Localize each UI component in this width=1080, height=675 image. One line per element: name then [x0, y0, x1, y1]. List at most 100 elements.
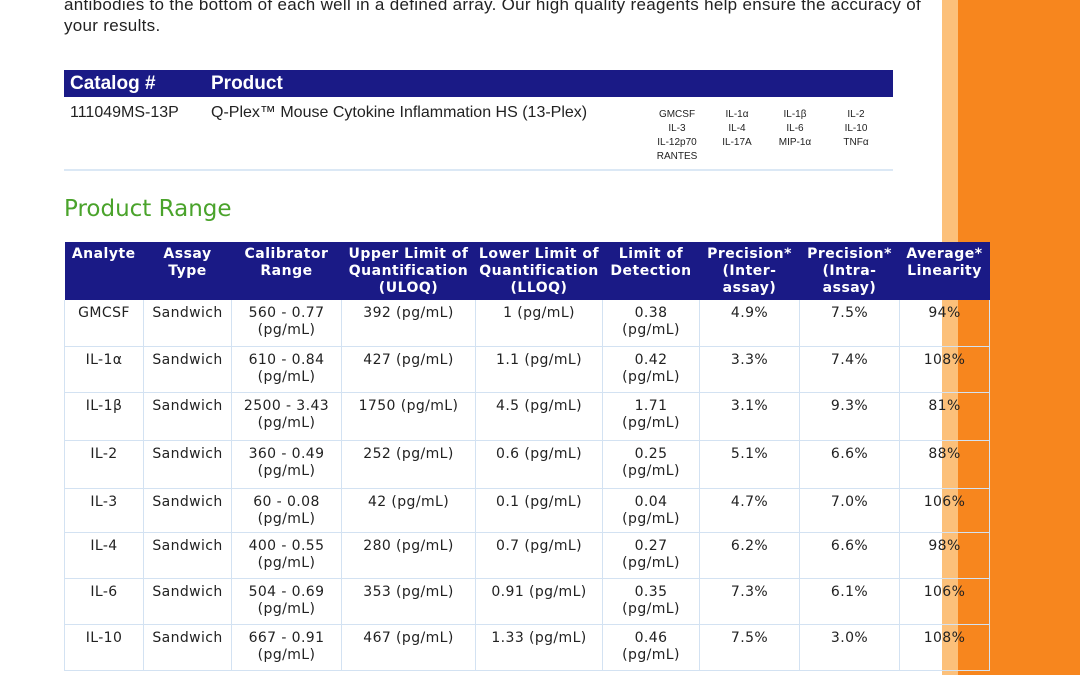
table-cell: 6.2% — [699, 532, 800, 579]
intro-paragraph: antibodies to the bottom of each well in… — [64, 0, 922, 35]
table-cell: 2500 - 3.43 (pg/mL) — [231, 392, 342, 441]
table-cell: 1 (pg/mL) — [475, 300, 603, 347]
section-title-product-range: Product Range — [64, 196, 232, 222]
table-cell: IL-3 — [64, 488, 144, 533]
table-cell: 280 (pg/mL) — [341, 532, 476, 579]
table-cell: 9.3% — [799, 392, 900, 441]
table-cell: IL-4 — [64, 532, 144, 579]
table-cell: 88% — [899, 440, 990, 489]
table-cell: Sandwich — [143, 624, 232, 671]
table-cell: 3.0% — [799, 624, 900, 671]
table-cell: 106% — [899, 578, 990, 625]
table-cell: 4.7% — [699, 488, 800, 533]
analyte-name: IL-3 — [668, 123, 686, 134]
table-cell: Sandwich — [143, 578, 232, 625]
analyte-name: IL-2 — [847, 109, 865, 120]
table-cell: 7.4% — [799, 346, 900, 393]
table-cell: 504 - 0.69 (pg/mL) — [231, 578, 342, 625]
table-cell: Sandwich — [143, 532, 232, 579]
table-row: IL-4 Sandwich 400 - 0.55 (pg/mL) 280 (pg/mL… — [64, 532, 990, 579]
catalog-number: 111049MS-13P — [70, 104, 179, 121]
table-cell: 353 (pg/mL) — [341, 578, 476, 625]
table-cell: 0.46 (pg/mL) — [602, 624, 700, 671]
analyte-name: IL-6 — [786, 123, 804, 134]
table-cell: 81% — [899, 392, 990, 441]
analyte-column: IL-1α IL-4 IL-17A — [707, 108, 767, 150]
table-cell: IL-2 — [64, 440, 144, 489]
analyte-name: IL-10 — [844, 123, 868, 134]
table-row: IL-1α Sandwich 610 - 0.84 (pg/mL) 427 (pg/m… — [64, 346, 990, 393]
column-header: Limit of Detection — [602, 242, 700, 300]
column-header: Average* Linearity — [899, 242, 990, 300]
document-page: antibodies to the bottom of each well in… — [64, 0, 990, 671]
catalog-table-header: Catalog # Product — [64, 70, 893, 97]
table-cell: 0.38 (pg/mL) — [602, 300, 700, 347]
table-cell: 1.33 (pg/mL) — [475, 624, 603, 671]
table-cell: 6.1% — [799, 578, 900, 625]
table-cell: 5.1% — [699, 440, 800, 489]
table-cell: Sandwich — [143, 346, 232, 393]
table-row: IL-1β Sandwich 2500 - 3.43 (pg/mL) 1750 (pg… — [64, 392, 990, 441]
table-cell: 7.0% — [799, 488, 900, 533]
table-cell: 108% — [899, 624, 990, 671]
catalog-row: 111049MS-13P Q-Plex™ Mouse Cytokine Infl… — [64, 97, 893, 171]
table-cell: 60 - 0.08 (pg/mL) — [231, 488, 342, 533]
table-cell: 360 - 0.49 (pg/mL) — [231, 440, 342, 489]
column-header: Precision* (Inter-assay) — [699, 242, 800, 300]
column-header: Lower Limit of Quantification (LLOQ) — [475, 242, 603, 300]
column-header: Analyte — [64, 242, 144, 300]
analyte-name: IL-4 — [728, 123, 746, 134]
table-cell: 106% — [899, 488, 990, 533]
table-cell: 4.5 (pg/mL) — [475, 392, 603, 441]
table-cell: 42 (pg/mL) — [341, 488, 476, 533]
table-cell: 0.04 (pg/mL) — [602, 488, 700, 533]
table-cell: IL-1α — [64, 346, 144, 393]
table-cell: IL-10 — [64, 624, 144, 671]
table-cell: 0.6 (pg/mL) — [475, 440, 603, 489]
table-cell: 0.1 (pg/mL) — [475, 488, 603, 533]
table-row: GMCSF Sandwich 560 - 0.77 (pg/mL) 392 (pg/m… — [64, 300, 990, 347]
table-cell: 1.1 (pg/mL) — [475, 346, 603, 393]
table-header-row: Analyte Assay Type Calibrator Range Upper L… — [64, 242, 990, 300]
table-cell: 252 (pg/mL) — [341, 440, 476, 489]
table-cell: 0.91 (pg/mL) — [475, 578, 603, 625]
product-range-table: Analyte Assay Type Calibrator Range Upper L… — [64, 242, 990, 671]
catalog-product-name: Q-Plex™ Mouse Cytokine Inflammation HS (… — [211, 104, 588, 121]
catalog-header-product: Product — [211, 73, 283, 94]
table-cell: 400 - 0.55 (pg/mL) — [231, 532, 342, 579]
table-cell: 6.6% — [799, 532, 900, 579]
table-cell: 667 - 0.91 (pg/mL) — [231, 624, 342, 671]
table-cell: Sandwich — [143, 440, 232, 489]
analyte-name: IL-12p70 — [657, 137, 697, 148]
table-cell: 0.25 (pg/mL) — [602, 440, 700, 489]
column-header: Calibrator Range — [231, 242, 342, 300]
table-cell: IL-1β — [64, 392, 144, 441]
table-cell: 3.3% — [699, 346, 800, 393]
table-cell: 7.5% — [799, 300, 900, 347]
table-cell: GMCSF — [64, 300, 144, 347]
table-cell: 610 - 0.84 (pg/mL) — [231, 346, 342, 393]
table-cell: 6.6% — [799, 440, 900, 489]
table-cell: 108% — [899, 346, 990, 393]
analyte-name: GMCSF — [658, 109, 696, 120]
table-cell: 0.35 (pg/mL) — [602, 578, 700, 625]
table-cell: 392 (pg/mL) — [341, 300, 476, 347]
table-cell: 98% — [899, 532, 990, 579]
table-cell: 4.9% — [699, 300, 800, 347]
table-cell: 1750 (pg/mL) — [341, 392, 476, 441]
column-header: Precision* (Intra-assay) — [799, 242, 900, 300]
table-cell: 467 (pg/mL) — [341, 624, 476, 671]
analyte-name: RANTES — [656, 151, 698, 162]
table-cell: 7.5% — [699, 624, 800, 671]
analyte-name: IL-1α — [725, 109, 749, 120]
analyte-column: GMCSF IL-3 IL-12p70 RANTES — [647, 108, 707, 164]
table-cell: 94% — [899, 300, 990, 347]
table-cell: IL-6 — [64, 578, 144, 625]
table-cell: 0.7 (pg/mL) — [475, 532, 603, 579]
table-cell: 7.3% — [699, 578, 800, 625]
analyte-name: IL-17A — [722, 137, 752, 148]
table-row: IL-2 Sandwich 360 - 0.49 (pg/mL) 252 (pg/mL… — [64, 440, 990, 489]
table-cell: Sandwich — [143, 488, 232, 533]
table-cell: 0.42 (pg/mL) — [602, 346, 700, 393]
table-row: IL-10 Sandwich 667 - 0.91 (pg/mL) 467 (pg/m… — [64, 624, 990, 671]
